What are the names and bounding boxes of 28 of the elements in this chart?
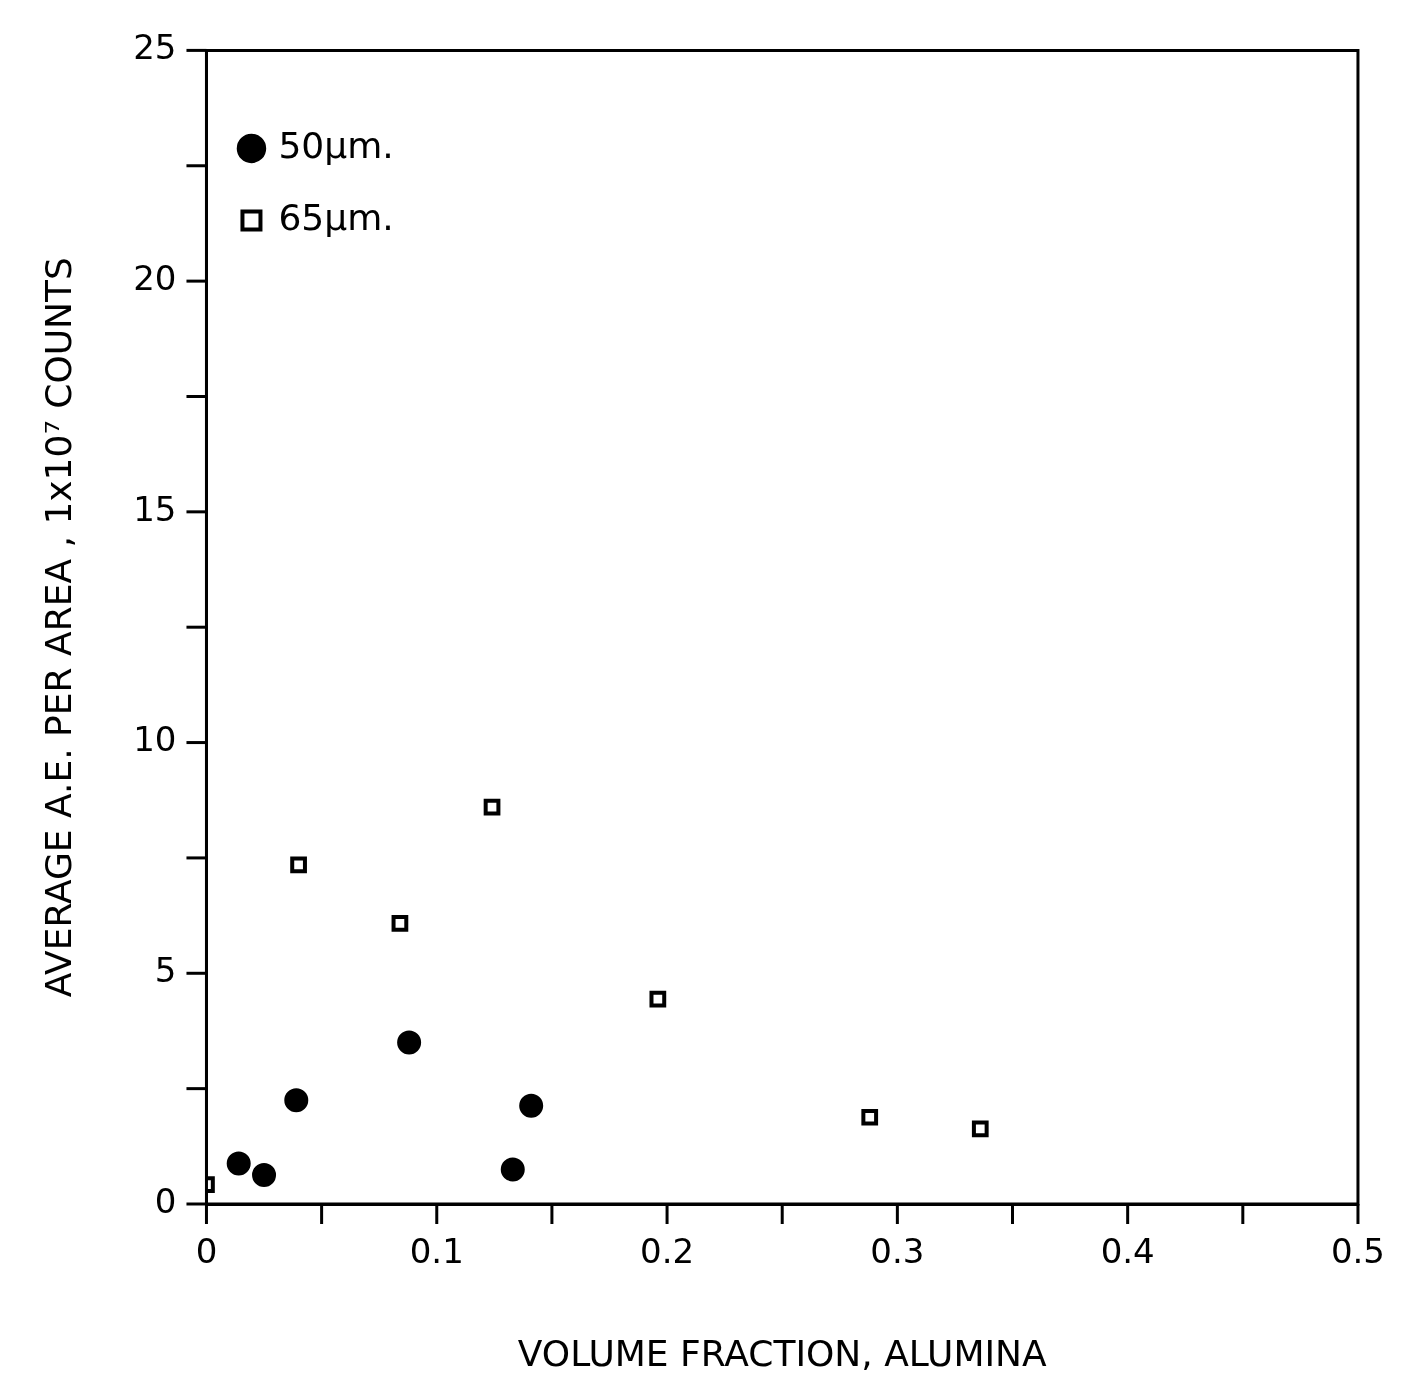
point: [500, 1157, 525, 1182]
legend-label: 65µm.: [278, 196, 394, 238]
point: [397, 1030, 422, 1055]
point: [284, 1088, 309, 1113]
x-tick-label: 0.5: [1330, 1231, 1385, 1272]
x-axis-title: VOLUME FRACTION, ALUMINA: [517, 1332, 1047, 1374]
x-tick-label: 0.2: [640, 1231, 695, 1272]
point: [252, 1162, 277, 1187]
x-tick-label: 0: [195, 1231, 218, 1272]
point: [226, 1151, 251, 1176]
y-axis-title: AVERAGE A.E. PER AREA , 1x10⁷ COUNTS: [37, 257, 79, 998]
y-tick-label: 0: [154, 1180, 177, 1221]
point: [861, 1108, 879, 1126]
point: [519, 1093, 544, 1118]
y-tick-label: 15: [133, 488, 177, 529]
point: [290, 856, 307, 874]
point: [391, 915, 409, 932]
legend-label: 50µm.: [278, 124, 394, 166]
y-tick-label: 10: [133, 719, 177, 760]
y-tick-label: 5: [154, 950, 177, 991]
x-tick-label: 0.1: [409, 1231, 464, 1272]
x-tick-label: 0.4: [1100, 1231, 1155, 1272]
point: [483, 798, 501, 816]
point: [971, 1120, 989, 1138]
point: [649, 990, 667, 1008]
y-tick-label: 25: [133, 27, 177, 68]
y-tick-label: 20: [133, 257, 177, 298]
x-tick-label: 0.3: [870, 1231, 925, 1272]
